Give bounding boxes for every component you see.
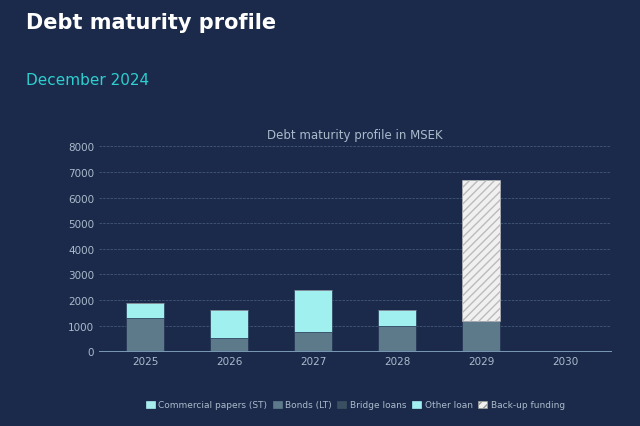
Bar	[462, 321, 500, 351]
Text: Debt maturity profile: Debt maturity profile	[26, 13, 276, 33]
Text: December 2024: December 2024	[26, 72, 148, 87]
Bar	[211, 311, 248, 339]
Bar	[294, 290, 332, 332]
Bar	[294, 332, 332, 351]
Bar	[127, 318, 164, 351]
Bar	[211, 339, 248, 351]
Bar	[462, 180, 500, 321]
Legend: Commercial papers (ST), Bonds (LT), Bridge loans, Other loan, Back-up funding: Commercial papers (ST), Bonds (LT), Brid…	[142, 397, 568, 413]
Bar	[378, 326, 416, 351]
Bar	[127, 303, 164, 318]
Bar	[378, 311, 416, 326]
Title: Debt maturity profile in MSEK: Debt maturity profile in MSEK	[268, 129, 443, 142]
